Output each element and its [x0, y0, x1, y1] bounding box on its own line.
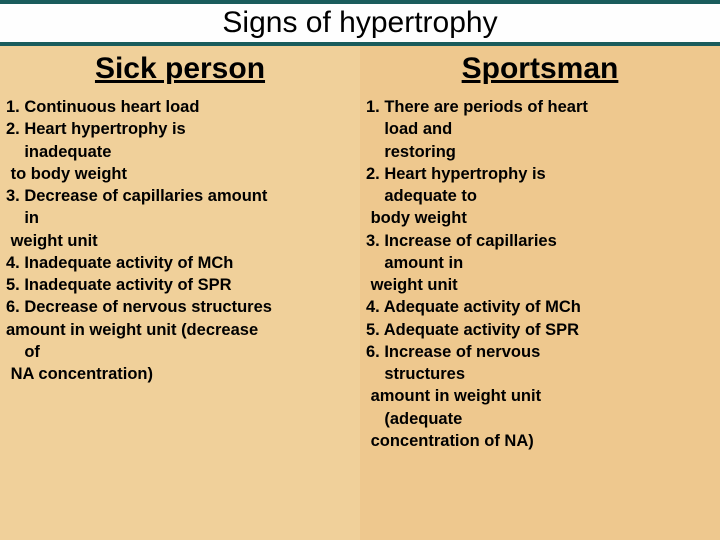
body-line: weight unit	[366, 274, 714, 296]
column-sick-person: Sick person 1. Continuous heart load2. H…	[0, 46, 360, 540]
body-line: 1. There are periods of heart	[366, 96, 714, 118]
columns-container: Sick person 1. Continuous heart load2. H…	[0, 46, 720, 540]
body-line: concentration of NA)	[366, 430, 714, 452]
body-line: weight unit	[6, 230, 354, 252]
body-line: in	[6, 207, 354, 229]
body-line: 5. Inadequate activity of SPR	[6, 274, 354, 296]
column-body-right: 1. There are periods of heart load and r…	[360, 96, 720, 452]
column-header-right: Sportsman	[360, 46, 720, 96]
column-body-left: 1. Continuous heart load2. Heart hypertr…	[0, 96, 360, 385]
body-line: 4. Inadequate activity of MCh	[6, 252, 354, 274]
body-line: of	[6, 341, 354, 363]
body-line: 2. Heart hypertrophy is	[6, 118, 354, 140]
column-header-left: Sick person	[0, 46, 360, 96]
body-line: 3. Decrease of capillaries amount	[6, 185, 354, 207]
body-line: 2. Heart hypertrophy is	[366, 163, 714, 185]
body-line: (adequate	[366, 408, 714, 430]
body-line: 6. Increase of nervous	[366, 341, 714, 363]
body-line: 5. Adequate activity of SPR	[366, 319, 714, 341]
body-line: 4. Adequate activity of MCh	[366, 296, 714, 318]
title-bar: Signs of hypertrophy	[0, 0, 720, 46]
body-line: structures	[366, 363, 714, 385]
slide: Signs of hypertrophy Sick person 1. Cont…	[0, 0, 720, 540]
body-line: load and	[366, 118, 714, 140]
body-line: 1. Continuous heart load	[6, 96, 354, 118]
body-line: amount in	[366, 252, 714, 274]
slide-title: Signs of hypertrophy	[0, 4, 720, 42]
body-line: amount in weight unit	[366, 385, 714, 407]
body-line: inadequate	[6, 141, 354, 163]
body-line: to body weight	[6, 163, 354, 185]
body-line: restoring	[366, 141, 714, 163]
body-line: amount in weight unit (decrease	[6, 319, 354, 341]
body-line: body weight	[366, 207, 714, 229]
body-line: adequate to	[366, 185, 714, 207]
body-line: 3. Increase of capillaries	[366, 230, 714, 252]
body-line: 6. Decrease of nervous structures	[6, 296, 354, 318]
column-sportsman: Sportsman 1. There are periods of heart …	[360, 46, 720, 540]
body-line: NA concentration)	[6, 363, 354, 385]
